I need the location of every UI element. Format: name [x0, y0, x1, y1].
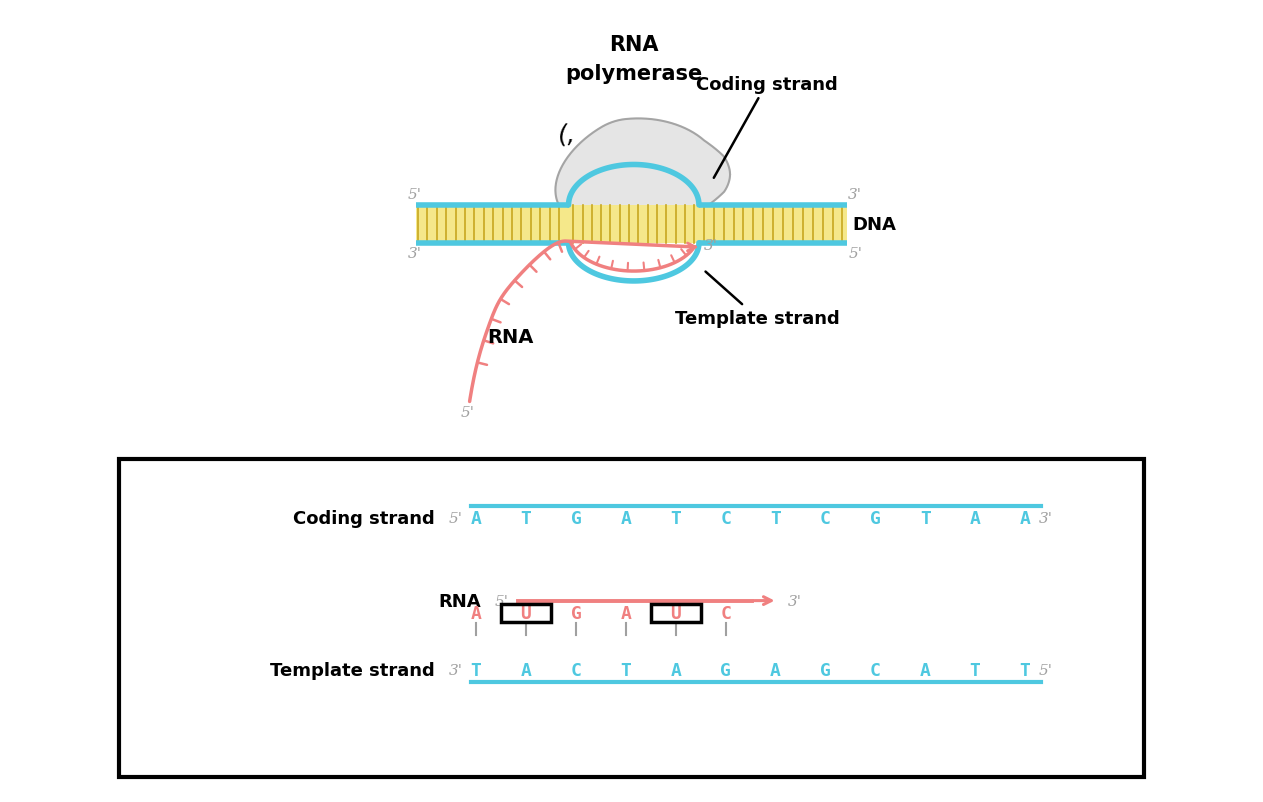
Text: A: A [671, 661, 681, 678]
Text: polymerase: polymerase [565, 64, 702, 84]
Text: A: A [970, 509, 980, 527]
Text: U: U [671, 604, 681, 622]
Text: A: A [520, 661, 532, 678]
Text: T: T [770, 509, 781, 527]
Text: A: A [1019, 509, 1031, 527]
Text: T: T [620, 661, 632, 678]
Text: RNA: RNA [609, 35, 658, 55]
Text: Template strand: Template strand [270, 661, 434, 678]
Text: G: G [720, 661, 731, 678]
Text: RNA: RNA [488, 327, 533, 346]
Text: 3': 3' [705, 238, 719, 253]
Text: T: T [471, 661, 481, 678]
Text: 3': 3' [849, 188, 863, 202]
Text: G: G [571, 509, 581, 527]
Text: C: C [870, 661, 880, 678]
Text: 5': 5' [448, 511, 462, 525]
Text: G: G [870, 509, 880, 527]
Text: 5': 5' [849, 247, 863, 261]
Text: C: C [571, 661, 581, 678]
Text: 3': 3' [1038, 511, 1053, 525]
Polygon shape [556, 119, 730, 231]
Text: 5': 5' [495, 593, 509, 608]
Text: C: C [820, 509, 831, 527]
Text: T: T [671, 509, 681, 527]
Text: C: C [720, 509, 731, 527]
Text: RNA: RNA [438, 592, 481, 610]
Text: U: U [520, 604, 532, 622]
Text: 5': 5' [1038, 662, 1053, 677]
Text: A: A [620, 509, 632, 527]
Text: T: T [970, 661, 980, 678]
Text: DNA: DNA [853, 216, 897, 233]
Text: A: A [620, 604, 632, 622]
Text: 5': 5' [461, 405, 475, 419]
Bar [416, 205, 847, 244]
Text: A: A [471, 509, 481, 527]
Text: Coding strand: Coding strand [696, 76, 837, 179]
Text: G: G [820, 661, 831, 678]
Text: 3': 3' [408, 247, 422, 261]
Text: 5': 5' [408, 188, 422, 202]
Text: G: G [571, 604, 581, 622]
Text: A: A [770, 661, 781, 678]
Text: T: T [919, 509, 931, 527]
Text: Coding strand: Coding strand [293, 509, 434, 527]
Text: A: A [471, 604, 481, 622]
Text: A: A [919, 661, 931, 678]
Text: 3': 3' [448, 662, 462, 677]
Text: Template strand: Template strand [674, 272, 840, 327]
Text: C: C [720, 604, 731, 622]
Text: 3': 3' [788, 593, 802, 608]
Text: T: T [1019, 661, 1031, 678]
Text: (,: (, [557, 122, 576, 148]
FancyBboxPatch shape [119, 460, 1144, 776]
Text: T: T [520, 509, 532, 527]
